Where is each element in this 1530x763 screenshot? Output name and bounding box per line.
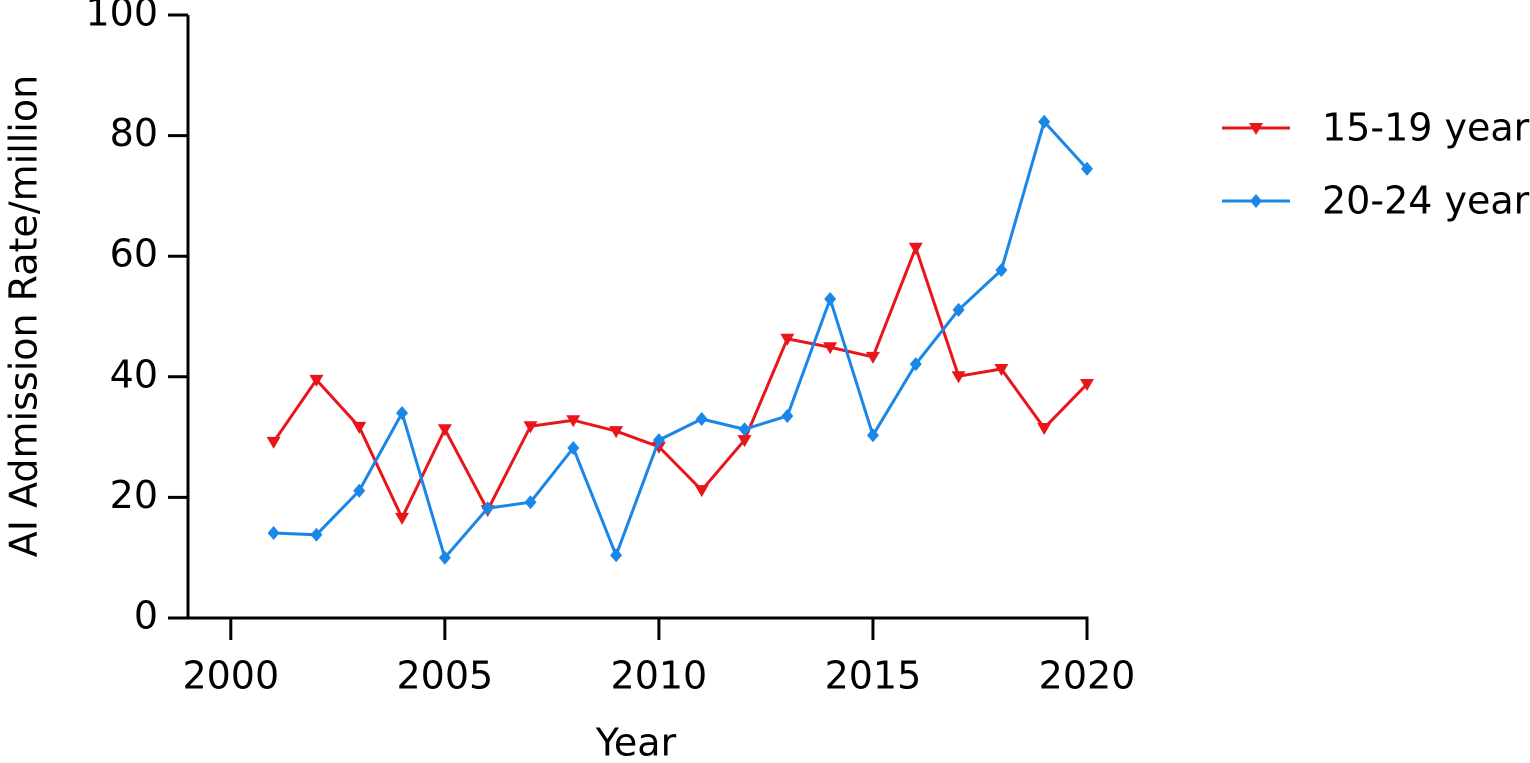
series-line <box>272 243 1089 522</box>
point <box>781 408 794 423</box>
point <box>1038 114 1051 129</box>
point <box>309 374 324 387</box>
x-tick-label: 2000 <box>182 654 279 698</box>
point <box>908 242 923 255</box>
y-tick-label: 0 <box>134 594 158 638</box>
y-tick-label: 40 <box>110 352 158 396</box>
point <box>694 485 709 498</box>
point <box>438 550 451 565</box>
point <box>952 302 965 317</box>
y-tick-label: 20 <box>110 473 158 517</box>
point <box>865 351 880 364</box>
point <box>866 428 879 443</box>
y-tick-label: 80 <box>110 111 158 155</box>
y-tick-label: 60 <box>110 232 158 276</box>
point <box>524 495 537 510</box>
point <box>266 436 281 449</box>
point <box>437 424 452 437</box>
point <box>396 405 409 420</box>
legend-label: 15-19 years <box>1322 106 1530 150</box>
point <box>737 435 752 448</box>
point <box>1080 379 1094 392</box>
point <box>609 426 624 439</box>
point <box>267 525 280 540</box>
point <box>352 421 367 434</box>
point <box>395 512 410 525</box>
point <box>567 440 580 455</box>
point <box>780 333 795 346</box>
point <box>909 357 922 372</box>
point <box>995 263 1008 278</box>
point <box>1081 161 1093 176</box>
point <box>523 421 538 434</box>
x-tick-label: 2020 <box>1039 654 1136 698</box>
point <box>1250 194 1262 208</box>
y-tick-label: 100 <box>85 0 158 35</box>
x-axis-label: Year <box>595 721 677 763</box>
point <box>651 441 666 454</box>
point <box>823 342 838 355</box>
series-line <box>273 118 1089 561</box>
x-tick-label: 2010 <box>611 654 708 698</box>
x-tick-label: 2015 <box>825 654 922 698</box>
point <box>566 415 581 428</box>
point <box>994 363 1009 376</box>
point <box>481 501 494 516</box>
y-axis-label: AI Admission Rate/million <box>2 75 46 557</box>
point <box>824 292 837 307</box>
point <box>310 527 323 542</box>
point <box>652 433 665 448</box>
point <box>1249 123 1263 135</box>
point <box>610 548 623 563</box>
point <box>1037 423 1052 436</box>
x-tick-label: 2005 <box>396 654 493 698</box>
legend-label: 20-24 years <box>1322 179 1530 223</box>
point <box>695 412 708 427</box>
point <box>353 483 366 498</box>
point <box>951 371 966 384</box>
point <box>738 422 751 437</box>
